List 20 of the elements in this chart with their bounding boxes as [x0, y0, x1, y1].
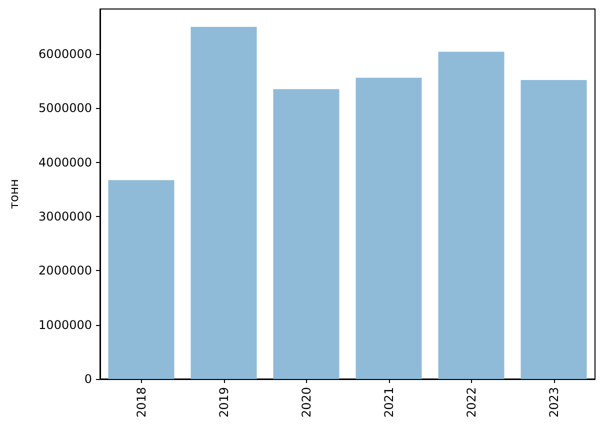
- y-tick-label: 0: [84, 372, 92, 386]
- y-tick-label: 6000000: [38, 46, 92, 61]
- bar: [190, 26, 257, 379]
- x-tick-label: 2021: [382, 387, 396, 418]
- y-tick-label: 3000000: [38, 209, 92, 224]
- y-tick-label: 4000000: [38, 155, 92, 170]
- y-axis-title: тонн: [7, 178, 21, 210]
- y-tick-label: 5000000: [38, 101, 92, 116]
- x-tick-label: 2020: [299, 387, 314, 418]
- x-tick-label: 2018: [134, 387, 148, 418]
- bar: [438, 52, 504, 379]
- y-tick-label: 1000000: [38, 318, 92, 332]
- bar: [108, 180, 174, 379]
- bar: [273, 89, 340, 379]
- bar: [520, 80, 587, 379]
- x-tick-label: 2019: [216, 387, 231, 418]
- bar: [356, 78, 422, 379]
- y-tick-label: 2000000: [38, 264, 92, 278]
- x-tick-label: 2022: [464, 387, 478, 418]
- x-tick-label: 2023: [546, 387, 561, 418]
